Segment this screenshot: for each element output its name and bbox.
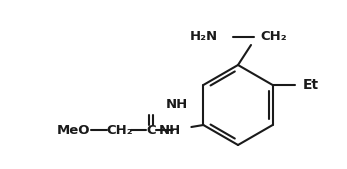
Text: C: C [146, 124, 156, 137]
Text: NH: NH [166, 99, 188, 112]
Text: MeO: MeO [57, 124, 90, 137]
Text: H₂N: H₂N [190, 30, 218, 43]
Text: CH₂: CH₂ [260, 30, 287, 43]
Text: Et: Et [303, 78, 319, 92]
Text: NH: NH [159, 124, 181, 137]
Text: CH₂: CH₂ [106, 124, 133, 137]
